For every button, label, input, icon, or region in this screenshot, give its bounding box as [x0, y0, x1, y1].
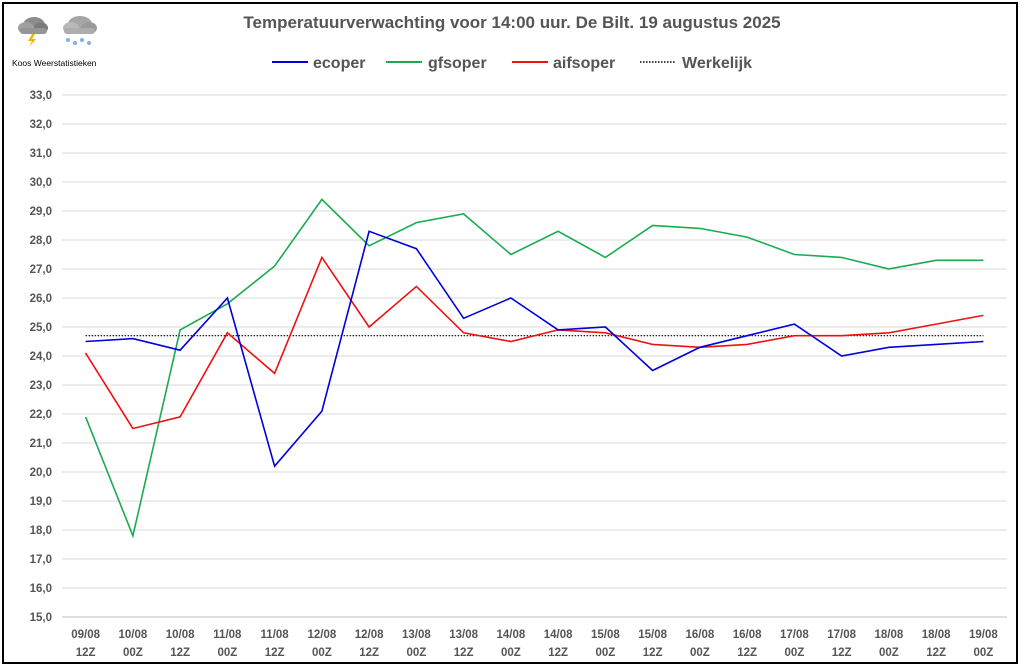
legend-label-aifsoper: aifsoper — [553, 55, 615, 72]
x-tick-label: 16/08 — [733, 629, 762, 641]
y-tick-label: 20,0 — [30, 467, 52, 479]
x-tick-label: 12/08 — [355, 629, 384, 641]
x-tick-label: 10/08 — [166, 629, 195, 641]
x-tick-label: 00Z — [784, 647, 804, 659]
y-tick-label: 32,0 — [30, 119, 52, 131]
x-tick-label: 12Z — [643, 647, 663, 659]
x-tick-label: 18/08 — [874, 629, 903, 641]
y-axis-ticks: 15,0 16,0 17,0 18,0 19,0 20,0 21,0 22,0 23,0 24,0… — [30, 90, 52, 624]
x-tick-label: 00Z — [973, 647, 993, 659]
x-tick-label: 13/08 — [449, 629, 478, 641]
y-tick-label: 26,0 — [30, 293, 52, 305]
x-tick-label: 11/08 — [261, 629, 290, 641]
legend: ecoper gfsoper aifsoper Werkelijk — [272, 55, 752, 72]
gridlines — [62, 94, 1007, 618]
x-tick-label: 00Z — [879, 647, 899, 659]
x-axis-ticks: 09/08 12Z 10/08 00Z 10/08 12Z 11/08 00Z 11/08 12Z… — [71, 629, 998, 659]
y-tick-label: 24,0 — [30, 351, 52, 363]
x-tick-label: 10/08 — [118, 629, 147, 641]
legend-label-ecoper: ecoper — [313, 55, 365, 72]
y-tick-label: 21,0 — [30, 438, 52, 450]
x-tick-label: 12Z — [76, 647, 96, 659]
x-tick-label: 12Z — [548, 647, 568, 659]
x-tick-label: 12Z — [265, 647, 285, 659]
x-tick-label: 12Z — [832, 647, 852, 659]
series-line-aifsoper — [84, 255, 984, 430]
y-tick-label: 29,0 — [30, 206, 52, 218]
x-tick-label: 12Z — [170, 647, 190, 659]
legend-label-werkelijk: Werkelijk — [682, 55, 752, 72]
x-tick-label: 00Z — [406, 647, 426, 659]
x-tick-label: 00Z — [690, 647, 710, 659]
thunder-cloud-icon — [18, 17, 48, 47]
x-tick-label: 11/08 — [213, 629, 242, 641]
x-tick-label: 19/08 — [969, 629, 998, 641]
y-tick-label: 30,0 — [30, 177, 52, 189]
y-tick-label: 16,0 — [30, 583, 52, 595]
legend-label-gfsoper: gfsoper — [428, 55, 487, 72]
series-lines — [84, 198, 984, 539]
x-tick-label: 00Z — [595, 647, 615, 659]
x-tick-label: 14/08 — [496, 629, 525, 641]
x-tick-label: 00Z — [312, 647, 332, 659]
x-tick-label: 15/08 — [591, 629, 620, 641]
logo: Koos Weerstatistieken — [12, 16, 97, 68]
x-tick-label: 17/08 — [780, 629, 809, 641]
x-tick-label: 12Z — [926, 647, 946, 659]
snow-cloud-icon — [63, 16, 97, 45]
x-tick-label: 16/08 — [685, 629, 714, 641]
logo-text: Koos Weerstatistieken — [12, 58, 97, 68]
y-tick-label: 31,0 — [30, 148, 52, 160]
y-tick-label: 18,0 — [30, 525, 52, 537]
x-tick-label: 17/08 — [827, 629, 856, 641]
y-tick-label: 27,0 — [30, 264, 52, 276]
y-tick-label: 28,0 — [30, 235, 52, 247]
x-tick-label: 09/08 — [71, 629, 100, 641]
y-tick-label: 19,0 — [30, 496, 52, 508]
y-tick-label: 25,0 — [30, 322, 52, 334]
chart-title: Temperatuurverwachting voor 14:00 uur. D… — [243, 13, 780, 32]
y-tick-label: 23,0 — [30, 380, 52, 392]
x-tick-label: 12Z — [359, 647, 379, 659]
series-line-ecoper — [85, 230, 984, 468]
x-tick-label: 12/08 — [307, 629, 336, 641]
y-tick-label: 17,0 — [30, 554, 52, 566]
x-tick-label: 12Z — [454, 647, 474, 659]
x-tick-label: 15/08 — [638, 629, 667, 641]
x-tick-label: 00Z — [217, 647, 237, 659]
x-tick-label: 00Z — [123, 647, 143, 659]
series-line-gfsoper — [84, 198, 984, 539]
y-tick-label: 22,0 — [30, 409, 52, 421]
x-tick-label: 14/08 — [544, 629, 573, 641]
x-tick-label: 13/08 — [402, 629, 431, 641]
x-tick-label: 18/08 — [922, 629, 951, 641]
y-tick-label: 33,0 — [30, 90, 52, 102]
x-tick-label: 00Z — [501, 647, 521, 659]
y-tick-label: 15,0 — [30, 612, 52, 624]
x-tick-label: 12Z — [737, 647, 757, 659]
